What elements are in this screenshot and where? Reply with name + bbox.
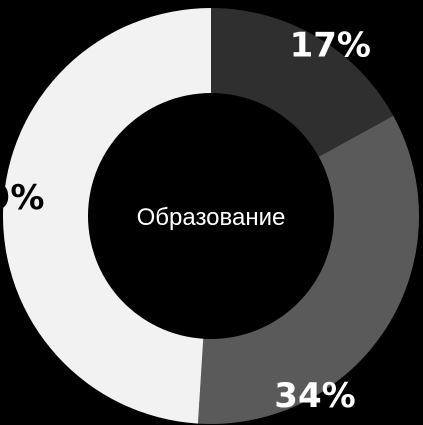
slice-label-2: 34% [274, 376, 355, 416]
slice-label-3: 49% [0, 178, 44, 218]
slice-labels: 17% 34% 49% [0, 26, 371, 417]
donut-hole [88, 93, 334, 339]
center-label: Образование [137, 204, 286, 231]
slice-label-1: 17% [290, 26, 371, 66]
